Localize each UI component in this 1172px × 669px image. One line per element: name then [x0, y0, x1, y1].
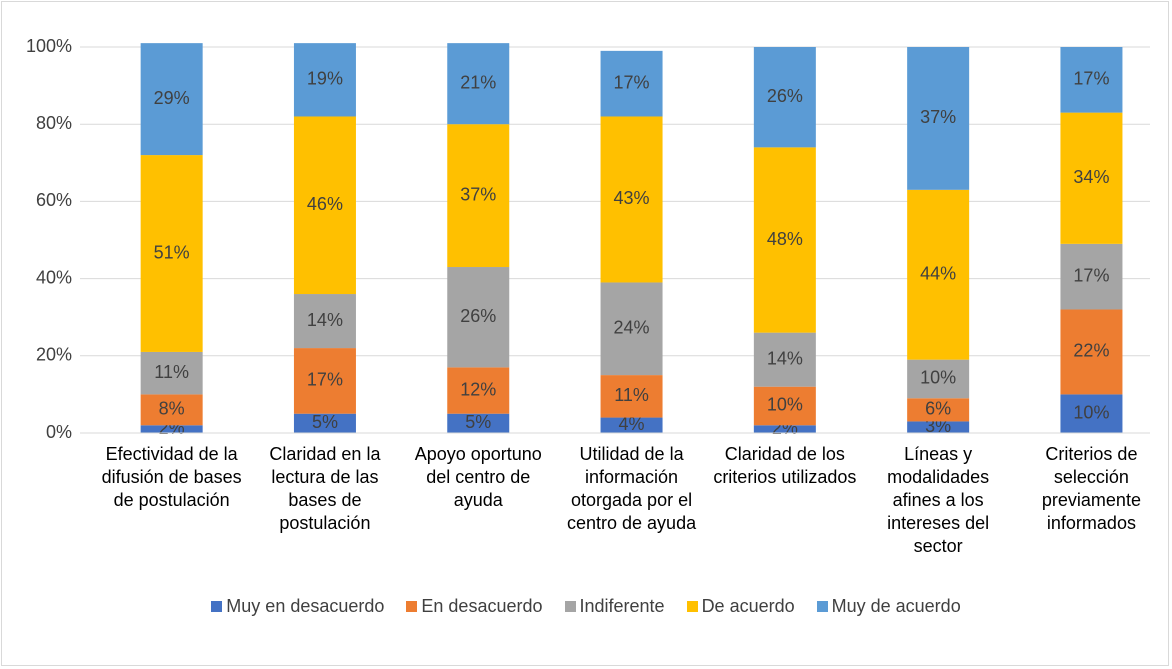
x-tick-label: Claridad de los criterios utilizados: [713, 444, 857, 487]
bar-segment: [753, 386, 816, 426]
data-label: 24%: [614, 318, 650, 338]
data-label: 46%: [307, 194, 343, 214]
bar-segment: [753, 147, 816, 333]
data-label: 10%: [920, 368, 956, 388]
bar-segment: [447, 267, 510, 368]
bar-segment: [293, 43, 356, 117]
bar-segment: [907, 398, 970, 422]
bar-segment: [600, 417, 663, 433]
bar-segment: [140, 425, 203, 433]
x-tick-label: Líneas y modalidades afines a los intere…: [887, 444, 990, 556]
data-label: 19%: [307, 69, 343, 89]
data-label: 17%: [614, 72, 650, 92]
y-tick-label: 80%: [36, 113, 72, 133]
x-tick-label: Criterios de selección previamente infor…: [1041, 444, 1141, 533]
bar-segment: [753, 332, 816, 387]
data-label: 21%: [460, 72, 496, 92]
bar-segment: [447, 43, 510, 125]
legend-item: De acuerdo: [686, 596, 795, 617]
data-label: 37%: [460, 184, 496, 204]
data-label: 17%: [1073, 69, 1109, 89]
data-label: 29%: [154, 88, 190, 108]
data-label: 17%: [1073, 265, 1109, 285]
data-label: 5%: [465, 412, 491, 432]
x-tick-label: Apoyo oportuno del centro de ayuda: [414, 444, 542, 510]
data-label: 5%: [312, 412, 338, 432]
legend-swatch: [686, 601, 698, 612]
data-label: 48%: [767, 229, 803, 249]
data-label: 34%: [1073, 167, 1109, 187]
bar-segment: [1060, 112, 1123, 244]
x-tick-label: Claridad en la lectura de las bases de p…: [269, 444, 381, 533]
bar-segment: [293, 413, 356, 433]
data-label: 14%: [767, 348, 803, 368]
bar-segment: [293, 116, 356, 295]
bar-segment: [907, 189, 970, 360]
bar-segment: [600, 282, 663, 376]
data-label: 37%: [920, 107, 956, 127]
bar-segment: [140, 394, 203, 426]
data-label: 22%: [1073, 341, 1109, 361]
data-label: 26%: [460, 306, 496, 326]
bar-segment: [1060, 394, 1123, 433]
data-label: 10%: [767, 395, 803, 415]
legend-item: Muy en desacuerdo: [211, 596, 384, 617]
x-tick-label: Utilidad de la información otorgada por …: [567, 444, 697, 533]
bar-segment: [447, 413, 510, 433]
bar-segment: [293, 348, 356, 414]
legend-swatch: [406, 601, 418, 612]
legend-item: En desacuerdo: [406, 596, 543, 617]
bar-segment: [600, 375, 663, 418]
y-tick-label: 20%: [36, 345, 72, 365]
data-label: 10%: [1073, 402, 1109, 422]
bar-segment: [753, 47, 816, 148]
x-tick-label: Efectividad de la difusión de bases de p…: [101, 444, 242, 510]
bar-segment: [140, 155, 203, 352]
data-label: 26%: [767, 86, 803, 106]
bar-segment: [907, 421, 970, 433]
bar-segment: [600, 116, 663, 283]
legend: Muy en desacuerdo En desacuerdo Indiferent…: [0, 596, 1172, 617]
legend-label: De acuerdo: [701, 596, 795, 616]
legend-swatch: [816, 601, 828, 612]
legend-label: En desacuerdo: [421, 596, 543, 616]
bar-segment: [140, 351, 203, 395]
data-label: 11%: [154, 362, 189, 382]
data-label: 11%: [614, 385, 649, 405]
bar-segment: [447, 367, 510, 414]
legend-item: Muy de acuerdo: [816, 596, 961, 617]
legend-label: Muy de acuerdo: [831, 596, 961, 616]
bar-segment: [600, 50, 663, 117]
bar-segment: [907, 359, 970, 399]
bar-segment: [1060, 309, 1123, 395]
data-label: 44%: [920, 263, 956, 283]
data-label: 12%: [460, 379, 496, 399]
legend-swatch: [211, 601, 223, 612]
data-label: 51%: [154, 242, 190, 262]
data-label: 6%: [925, 399, 951, 419]
y-tick-label: 0%: [46, 422, 72, 442]
data-label: 14%: [307, 310, 343, 330]
data-label: 4%: [619, 414, 645, 434]
legend-label: Muy en desacuerdo: [226, 596, 385, 616]
legend-label: Indiferente: [579, 596, 665, 616]
y-tick-label: 40%: [36, 267, 72, 287]
bar-segment: [907, 47, 970, 190]
bar-segment: [753, 425, 816, 433]
legend-swatch: [564, 601, 576, 612]
legend-item: Indiferente: [564, 596, 665, 617]
data-label: 17%: [307, 370, 343, 390]
data-label: 8%: [159, 399, 185, 419]
bar-segment: [447, 124, 510, 268]
bar-segment: [293, 294, 356, 349]
data-label: 43%: [614, 188, 650, 208]
bar-segment: [1060, 47, 1123, 113]
y-tick-label: 60%: [36, 190, 72, 210]
y-tick-label: 100%: [26, 36, 72, 56]
bar-segment: [140, 43, 203, 156]
bar-segment: [1060, 243, 1123, 310]
